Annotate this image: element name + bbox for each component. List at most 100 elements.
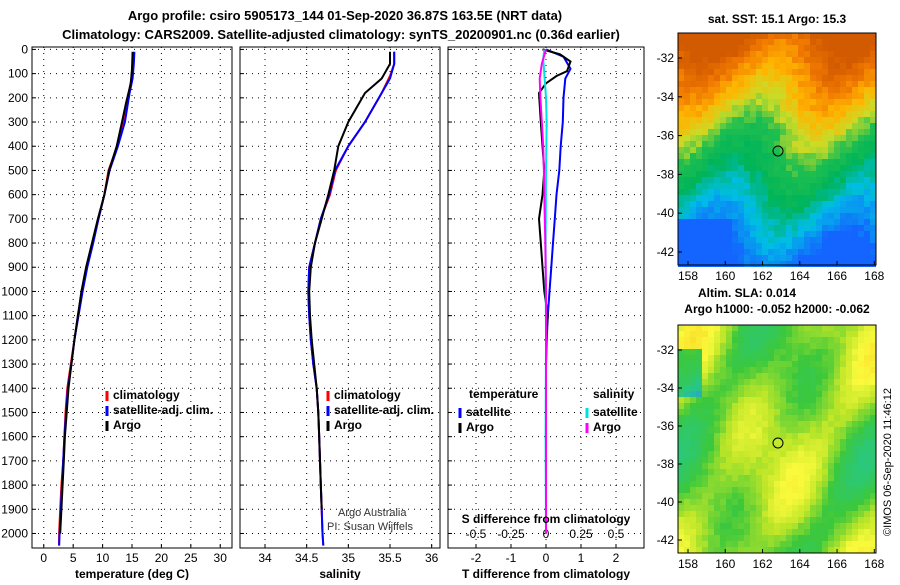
map-cell — [768, 81, 774, 87]
map-cell — [864, 45, 870, 51]
map-cell — [738, 433, 744, 439]
map-cell — [726, 147, 732, 153]
map-cell — [846, 237, 852, 243]
title-line-1: Argo profile: csiro 5905173_144 01-Sep-2… — [128, 8, 562, 23]
map-cell — [846, 547, 852, 553]
map-cell — [864, 219, 870, 225]
map-cell — [852, 171, 858, 177]
map-cell — [702, 117, 708, 123]
map-cell — [798, 481, 804, 487]
map-cell — [690, 331, 696, 337]
map-cell — [810, 391, 816, 397]
map-cell — [738, 451, 744, 457]
map-cell — [756, 373, 762, 379]
map-cell — [774, 135, 780, 141]
map-cell — [786, 183, 792, 189]
map-cell — [798, 255, 804, 261]
map-cell — [762, 99, 768, 105]
map-cell — [762, 255, 768, 261]
map-cell — [708, 183, 714, 189]
map-cell — [684, 129, 690, 135]
map-cell — [846, 57, 852, 63]
map-cell — [804, 213, 810, 219]
map-cell — [822, 33, 828, 39]
map-cell — [822, 427, 828, 433]
map-cell — [834, 439, 840, 445]
map-cell — [744, 219, 750, 225]
map-cell — [708, 201, 714, 207]
map-cell — [690, 355, 696, 361]
map-cell — [840, 213, 846, 219]
map-cell — [846, 517, 852, 523]
map-cell — [732, 475, 738, 481]
map-cell — [684, 135, 690, 141]
map-cell — [828, 493, 834, 499]
map-cell — [696, 397, 702, 403]
map-cell — [708, 165, 714, 171]
map-cell — [822, 421, 828, 427]
map-cell — [780, 261, 786, 267]
map-cell — [684, 201, 690, 207]
map-cell — [864, 511, 870, 517]
map-cell — [702, 523, 708, 529]
map-cell — [834, 51, 840, 57]
map-cell — [702, 493, 708, 499]
map-cell — [684, 231, 690, 237]
map-cell — [828, 219, 834, 225]
map-cell — [726, 129, 732, 135]
map-cell — [852, 421, 858, 427]
map-cell — [720, 177, 726, 183]
map-cell — [810, 87, 816, 93]
map-cell — [846, 225, 852, 231]
map-cell — [858, 547, 864, 553]
map-cell — [822, 39, 828, 45]
map-cell — [798, 415, 804, 421]
map-cell — [738, 39, 744, 45]
map-cell — [690, 129, 696, 135]
map-cell — [828, 105, 834, 111]
map-cell — [714, 331, 720, 337]
map-cell — [732, 403, 738, 409]
map-cell — [804, 81, 810, 87]
map-cell — [750, 213, 756, 219]
map-cell — [858, 433, 864, 439]
map-cell — [684, 415, 690, 421]
map-cell — [684, 499, 690, 505]
map-cell — [816, 249, 822, 255]
series-line-climatology — [58, 51, 135, 546]
map-cell — [816, 385, 822, 391]
map-cell — [852, 367, 858, 373]
map-cell — [684, 439, 690, 445]
map-cell — [696, 69, 702, 75]
map-cell — [786, 385, 792, 391]
map-cell — [678, 165, 684, 171]
map-cell — [732, 99, 738, 105]
map-cell — [822, 123, 828, 129]
map-cell — [822, 451, 828, 457]
map-cell — [792, 123, 798, 129]
map-cell — [828, 451, 834, 457]
map-cell — [744, 367, 750, 373]
map-cell — [732, 355, 738, 361]
map-cell — [864, 331, 870, 337]
map-cell — [774, 421, 780, 427]
map-cell — [762, 541, 768, 547]
map-cell — [816, 445, 822, 451]
map-cell — [708, 349, 714, 355]
map-cell — [762, 427, 768, 433]
map-cell — [678, 517, 684, 523]
map-cell — [774, 391, 780, 397]
map-cell — [744, 261, 750, 267]
map-cell — [762, 231, 768, 237]
map-cell — [732, 409, 738, 415]
map-cell — [852, 445, 858, 451]
map-cell — [780, 481, 786, 487]
map-cell — [804, 225, 810, 231]
map-cell — [870, 547, 876, 553]
map-cell — [726, 517, 732, 523]
map-cell — [750, 99, 756, 105]
map-cell — [858, 355, 864, 361]
map-cell — [780, 81, 786, 87]
map-cell — [750, 141, 756, 147]
map-cell — [762, 445, 768, 451]
